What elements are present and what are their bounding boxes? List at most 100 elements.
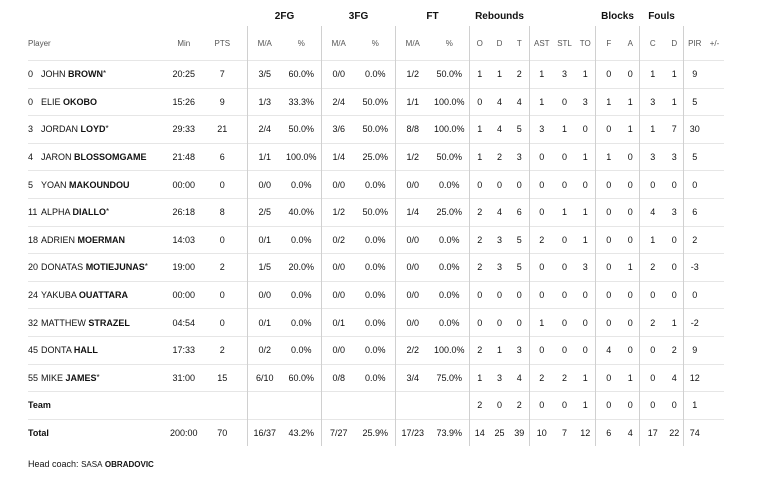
player-last-name[interactable]: OKOBO xyxy=(63,96,98,107)
table-row[interactable]: 0 JOHN BROWN* 20:25 7 3/5 60.0% 0/0 0.0% 1/2 50.0… xyxy=(28,60,724,89)
stat-ast: 0 xyxy=(529,142,554,171)
stat-2fg-pct: 60.0% xyxy=(281,363,322,392)
player-last-name[interactable]: JAMES xyxy=(65,372,97,383)
table-row[interactable]: 45 DONTA HALL 17:33 2 0/2 0.0% 0/0 0.0% 2/2 100.0… xyxy=(28,335,724,365)
stat-reb-d: 4 xyxy=(489,197,510,227)
stat-reb-o: 0 xyxy=(469,308,490,337)
stat-pir: -3 xyxy=(683,253,706,282)
player-first-name[interactable]: JARON xyxy=(41,152,72,163)
stat-reb-o: 0 xyxy=(469,170,490,199)
col-2fg-pct: % xyxy=(297,38,305,48)
player-first-name[interactable]: MIKE xyxy=(41,372,64,383)
player-first-name[interactable]: ALPHA xyxy=(41,207,71,218)
head-coach-last: OBRADOVIC xyxy=(104,460,154,469)
group-3fg: 3FG xyxy=(348,10,369,22)
group-fouls: Fouls xyxy=(648,10,675,22)
stat-2fg-ma: 6/10 xyxy=(247,363,282,392)
stat-to: 3 xyxy=(575,87,596,116)
player-cell: 32 MATTHEW STRAZEL xyxy=(28,308,170,337)
player-last-name[interactable]: MAKOUNDOU xyxy=(69,179,130,190)
table-row[interactable]: 55 MIKE JAMES* 31:00 15 6/10 60.0% 0/8 0.0% 3/4 7… xyxy=(28,363,724,392)
stat-2fg-pct: 0.0% xyxy=(281,280,322,309)
stat-blk-f: 1 xyxy=(595,142,622,171)
player-first-name[interactable]: DONTA xyxy=(41,345,72,356)
stat-reb-o: 1 xyxy=(469,115,490,144)
stat-foul-d: 1 xyxy=(665,87,684,116)
col-reb-t: T xyxy=(516,38,522,48)
col-to: TO xyxy=(579,38,591,48)
column-header-row: Player Min PTS M/A % M/A % M/A % O D T A… xyxy=(28,26,724,61)
stat-pts: 15 xyxy=(197,363,248,392)
player-first-name[interactable]: DONATAS xyxy=(41,262,84,273)
player-cell: 55 MIKE JAMES* xyxy=(28,363,170,392)
stat-reb-t: 4 xyxy=(509,87,530,116)
stat-foul-c: 3 xyxy=(639,87,666,116)
stat-reb-t: 5 xyxy=(509,253,530,282)
stat-2fg-ma: 2/4 xyxy=(247,115,282,144)
stat-foul-d: 4 xyxy=(665,363,684,392)
player-last-name[interactable]: STRAZEL xyxy=(88,317,130,328)
player-last-name[interactable]: OUATTARA xyxy=(78,290,129,301)
stat-foul-c: 17 xyxy=(639,418,666,447)
table-row[interactable]: 4 JARON BLOSSOMGAME 21:48 6 1/1 100.0% 1/4 25.0… xyxy=(28,142,724,171)
player-first-name[interactable]: JORDAN xyxy=(41,124,79,135)
stat-2fg-pct xyxy=(281,391,322,420)
player-first-name[interactable]: ADRIEN xyxy=(41,234,76,245)
stat-reb-d: 0 xyxy=(489,280,510,309)
stat-pir: 9 xyxy=(683,60,706,89)
table-row[interactable]: 18 ADRIEN MOERMAN 14:03 0 0/1 0.0% 0/2 0.0% 0/0 0… xyxy=(28,225,724,254)
stat-ft-ma: 2/2 xyxy=(395,335,430,365)
table-row[interactable]: 24 YAKUBA OUATTARA 00:00 0 0/0 0.0% 0/0 0.0% 0/0… xyxy=(28,280,724,309)
stat-ft-ma: 0/0 xyxy=(395,225,430,254)
stat-pts: 21 xyxy=(197,115,248,144)
stat-reb-o: 1 xyxy=(469,363,490,392)
player-last-name[interactable]: BLOSSOMGAME xyxy=(74,152,147,163)
player-first-name[interactable]: MATTHEW xyxy=(41,317,86,328)
table-row[interactable]: 32 MATTHEW STRAZEL 04:54 0 0/1 0.0% 0/1 0.0% 0/0… xyxy=(28,308,724,337)
stat-stl: 0 xyxy=(553,87,576,116)
stat-foul-d: 1 xyxy=(665,60,684,89)
stat-reb-o: 0 xyxy=(469,280,490,309)
stat-min: 00:00 xyxy=(170,280,198,309)
stat-ft-pct: 50.0% xyxy=(429,60,470,89)
stat-ft-pct: 73.9% xyxy=(429,418,470,447)
team-row: Team 2 0 2 0 0 1 0 0 0 0 1 xyxy=(28,391,724,420)
player-first-name[interactable]: YOAN xyxy=(41,179,67,190)
stat-pir: 5 xyxy=(683,87,706,116)
stat-2fg-pct: 43.2% xyxy=(281,418,322,447)
player-last-name[interactable]: DIALLO xyxy=(72,207,107,218)
table-row[interactable]: 5 YOAN MAKOUNDOU 00:00 0 0/0 0.0% 0/0 0.0% 0/0 0.… xyxy=(28,170,724,199)
player-number: 11 xyxy=(28,207,38,218)
stat-blk-f: 0 xyxy=(595,253,622,282)
stat-3fg-pct: 25.0% xyxy=(355,142,396,171)
stat-2fg-pct: 0.0% xyxy=(281,170,322,199)
player-first-name[interactable]: JOHN xyxy=(41,69,66,80)
starter-mark: * xyxy=(106,207,110,217)
table-row[interactable]: 20 DONATAS MOTIEJUNAS* 19:00 2 1/5 20.0% 0/0 0.… xyxy=(28,253,724,282)
stat-to: 0 xyxy=(575,115,596,144)
stat-ast: 1 xyxy=(529,60,554,89)
player-last-name[interactable]: MOERMAN xyxy=(77,234,126,245)
stat-pir: 2 xyxy=(683,225,706,254)
col-stl: STL xyxy=(557,38,572,48)
player-first-name[interactable]: ELIE xyxy=(41,96,61,107)
stat-ast: 2 xyxy=(529,363,554,392)
stat-to: 0 xyxy=(575,280,596,309)
table-row[interactable]: 0 ELIE OKOBO 15:26 9 1/3 33.3% 2/4 50.0% 1/1 100.… xyxy=(28,87,724,116)
stat-foul-c: 2 xyxy=(639,253,666,282)
stat-ft-ma: 0/0 xyxy=(395,280,430,309)
stat-pir: -2 xyxy=(683,308,706,337)
player-last-name[interactable]: BROWN xyxy=(68,69,104,80)
stat-2fg-ma: 1/5 xyxy=(247,253,282,282)
stat-stl: 0 xyxy=(553,335,576,365)
stat-ft-pct: 100.0% xyxy=(429,335,470,365)
player-first-name[interactable]: YAKUBA xyxy=(41,290,77,301)
table-row[interactable]: 11 ALPHA DIALLO* 26:18 8 2/5 40.0% 1/2 50.0% 1/4… xyxy=(28,197,724,227)
stat-reb-t: 3 xyxy=(509,335,530,365)
player-last-name[interactable]: MOTIEJUNAS xyxy=(85,262,145,273)
table-row[interactable]: 3 JORDAN LOYD* 29:33 21 2/4 50.0% 3/6 50.0% 8/8 1… xyxy=(28,115,724,144)
stat-pts: 8 xyxy=(197,197,248,227)
player-last-name[interactable]: LOYD xyxy=(80,124,106,135)
player-cell: 4 JARON BLOSSOMGAME xyxy=(28,142,170,171)
player-last-name[interactable]: HALL xyxy=(73,345,98,356)
